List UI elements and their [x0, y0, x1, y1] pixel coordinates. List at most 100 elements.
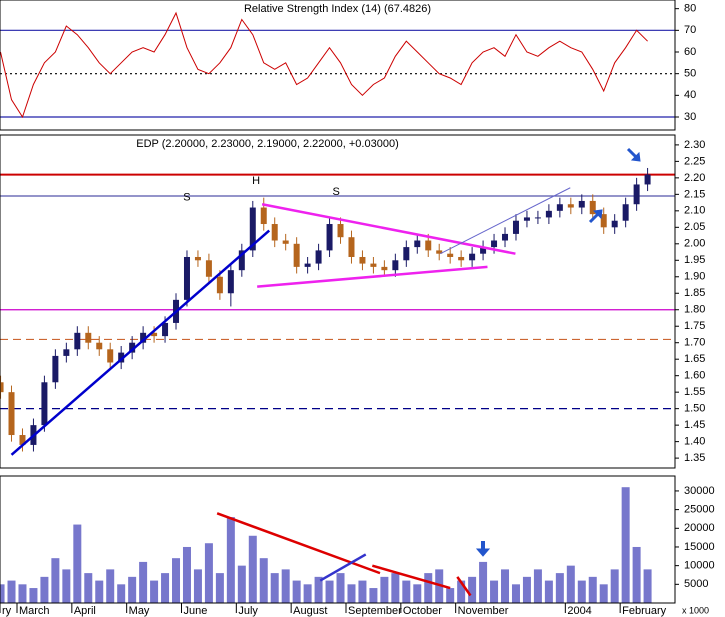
panel: 1.35 1.40 1.45 1.50 1.55 1.60 1.65 1.70 1.75 1.80… [0, 134, 705, 469]
candle-body [523, 217, 530, 221]
y-tick-label: 1.40 [684, 436, 705, 448]
y-tick-label: 10000 [684, 560, 715, 572]
candle-body [162, 322, 169, 337]
trend-line [261, 203, 516, 255]
y-tick-label: 2.10 [684, 205, 705, 217]
x-tick-label: February [622, 605, 667, 617]
y-tick-label: 1.65 [684, 353, 705, 365]
candle-body [600, 214, 607, 228]
candle-body [19, 435, 26, 445]
candle-body [534, 217, 541, 219]
y-tick-label: 80 [684, 3, 696, 15]
volume-bar [172, 558, 181, 603]
y-tick-label: 5000 [684, 578, 708, 590]
volume-bar [468, 576, 477, 603]
candle-body [348, 237, 355, 257]
volume-bar [490, 580, 499, 603]
x-tick-label: April [74, 605, 96, 617]
candle-body [611, 220, 618, 228]
volume-bar [391, 573, 400, 603]
volume-bar [303, 584, 312, 603]
volume-bar [577, 580, 586, 603]
trend-line [440, 187, 571, 255]
y-tick-label: 2.25 [684, 155, 705, 167]
volume-bar [259, 558, 268, 603]
volume-bar [281, 569, 290, 603]
plot-area [0, 487, 652, 603]
arrow-head [592, 209, 603, 220]
annotation: S [183, 192, 190, 204]
volume-bar [358, 580, 367, 603]
candle-body [502, 233, 509, 241]
panel-frame [0, 0, 676, 131]
candle-body [41, 382, 48, 426]
volume-bar [314, 576, 323, 603]
y-tick-label: 1.80 [684, 304, 705, 316]
volume-bar [446, 588, 455, 603]
trend-line [456, 576, 472, 597]
volume-bar [336, 573, 345, 603]
candle-body [129, 342, 136, 353]
volume-bar [84, 573, 93, 603]
candle-body [260, 207, 267, 225]
x-tick-label: October [403, 605, 442, 617]
y-tick-label: 1.55 [684, 386, 705, 398]
volume-bar [51, 558, 60, 603]
volume-bar [599, 584, 608, 603]
plot-area [0, 167, 675, 456]
candle-body [381, 266, 388, 271]
volume-bar [402, 580, 411, 603]
candle-body [622, 204, 629, 221]
volume-bar [479, 561, 488, 603]
volume-bar [347, 584, 356, 603]
volume-bar [369, 588, 378, 603]
volume-bar [182, 546, 191, 603]
candle-body [293, 243, 300, 267]
candle-body [271, 224, 278, 241]
panel-frame [0, 134, 676, 469]
volume-bar [150, 580, 159, 603]
trend-line [257, 265, 488, 288]
volume-bar [621, 487, 630, 603]
trend-line [10, 229, 271, 456]
x-tick-label: May [129, 605, 150, 617]
volume-bar [632, 546, 641, 603]
volume-bar [62, 569, 71, 603]
x-tick-label: November [458, 605, 509, 617]
x-tick-label: September [348, 605, 402, 617]
candle-body [8, 392, 15, 436]
volume-bar [128, 576, 137, 603]
volume-bar [117, 584, 126, 603]
volume-bar [424, 573, 433, 603]
candle-body [282, 240, 289, 244]
y-tick-label: 25000 [684, 504, 715, 516]
volume-bar [544, 580, 553, 603]
volume-bar [204, 543, 213, 603]
volume-bar [501, 569, 510, 603]
y-tick-label: 30000 [684, 485, 715, 497]
candle-body [140, 332, 147, 343]
y-tick-label: 30 [684, 111, 696, 123]
volume-bar [511, 584, 520, 603]
candle-body [447, 253, 454, 257]
x-tick-label: 2004 [567, 605, 591, 617]
volume-bar [522, 576, 531, 603]
candle-body [194, 256, 201, 261]
y-tick-label: 2.15 [684, 188, 705, 200]
y-tick-label: 1.70 [684, 337, 705, 349]
panel-title: EDP (2.20000, 2.23000, 2.19000, 2.22000,… [136, 138, 399, 150]
y-tick-label: 40 [684, 89, 696, 101]
y-tick-label: 1.75 [684, 320, 705, 332]
candle-body [52, 355, 59, 383]
volume-bar [193, 569, 202, 603]
rsi-line [0, 11, 648, 119]
volume-bar [139, 561, 148, 603]
y-tick-label: 1.90 [684, 271, 705, 283]
y-tick-label: 70 [684, 24, 696, 36]
candle-body [304, 263, 311, 267]
annotation: S [332, 186, 339, 198]
volume-bar [215, 573, 224, 603]
